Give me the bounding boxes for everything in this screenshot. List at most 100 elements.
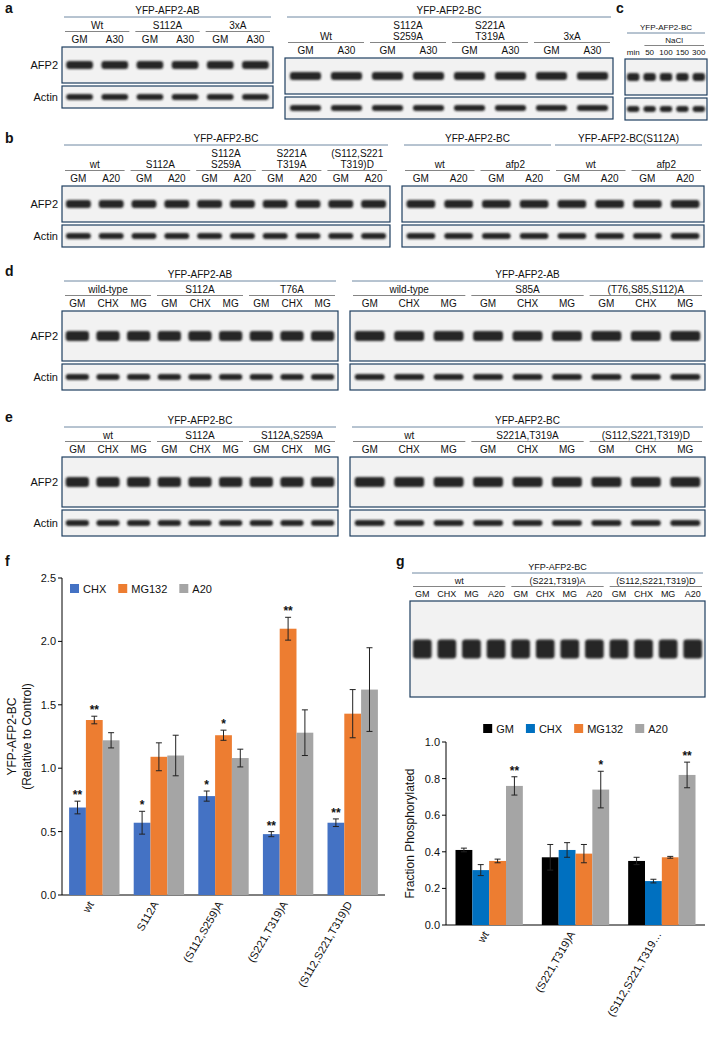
- band: [434, 477, 464, 487]
- y-tick-label: 0.0: [41, 889, 56, 901]
- error-bar: [91, 716, 97, 724]
- lane-label: A20: [488, 589, 504, 599]
- error-cap: [268, 836, 274, 837]
- band: [290, 72, 321, 80]
- band: [671, 200, 700, 208]
- bar: [662, 857, 679, 925]
- lane-label: CHX: [97, 298, 118, 309]
- bar: [296, 733, 313, 895]
- error-stem: [223, 730, 224, 740]
- group-rule: [288, 42, 364, 43]
- group-label: (S112,S221: [331, 148, 384, 159]
- lane-label: GM: [70, 173, 86, 184]
- error-stem: [206, 791, 207, 801]
- band: [627, 73, 639, 81]
- error-cap: [204, 801, 210, 802]
- band: [263, 200, 288, 208]
- group-rule: [131, 170, 191, 171]
- band: [634, 639, 653, 658]
- band: [197, 200, 222, 208]
- error-stem: [77, 801, 78, 814]
- lane-label: MG: [223, 298, 239, 309]
- bar: [559, 850, 576, 925]
- band: [355, 520, 385, 526]
- legend-swatch: [526, 724, 535, 733]
- bar: [103, 740, 120, 895]
- error-cap: [650, 879, 656, 880]
- band: [536, 639, 555, 658]
- legend-label: A20: [648, 723, 668, 735]
- band: [473, 374, 503, 380]
- band: [513, 374, 543, 380]
- band: [96, 374, 119, 380]
- band: [631, 477, 661, 487]
- error-bar: [684, 762, 690, 788]
- legend-swatch: [574, 724, 583, 733]
- legend-label: MG132: [131, 583, 167, 595]
- group-rule: [471, 441, 583, 442]
- band: [495, 105, 526, 111]
- band: [137, 94, 164, 100]
- blot-frame: [402, 186, 704, 222]
- band: [311, 331, 334, 341]
- bar: [576, 854, 593, 925]
- lane-label: MG: [559, 298, 575, 309]
- y-tick: [442, 851, 446, 852]
- lane-label: GM: [72, 34, 88, 45]
- band: [331, 72, 362, 80]
- significance: **: [283, 604, 293, 618]
- error-bar: [156, 743, 162, 771]
- error-stem: [335, 819, 336, 827]
- group-rule: [370, 42, 446, 43]
- error-cap: [667, 858, 673, 859]
- band: [250, 520, 273, 526]
- band: [355, 374, 385, 380]
- lane-label: GM: [415, 589, 430, 599]
- group-label: S221A: [475, 20, 505, 31]
- band: [536, 72, 567, 80]
- lane-label: GM: [362, 444, 378, 455]
- bar: [506, 786, 523, 925]
- error-cap: [285, 640, 291, 641]
- group-label: wt: [89, 159, 100, 170]
- row-label: AFP2: [30, 198, 58, 210]
- legend-swatch: [179, 584, 188, 593]
- band: [242, 94, 269, 100]
- lane-label: GM: [267, 173, 283, 184]
- band: [676, 106, 688, 112]
- group-rule: [65, 170, 125, 171]
- error-stem: [550, 844, 551, 870]
- band: [434, 520, 464, 526]
- lane-label: min: [627, 48, 640, 57]
- error-bar: [564, 843, 570, 858]
- y-tick-label: 1.5: [41, 699, 56, 711]
- band: [552, 331, 582, 341]
- group-label: NaCl: [665, 36, 683, 45]
- x-tick-label: S112A: [134, 898, 161, 932]
- band: [96, 520, 119, 526]
- error-cap: [634, 864, 640, 865]
- significance: **: [73, 788, 83, 802]
- y-axis-title: YFP-AFP2-BC: [5, 697, 19, 775]
- lane-label: MG: [315, 444, 331, 455]
- group-rule: [157, 441, 243, 442]
- lane-label: A30: [247, 34, 265, 45]
- band: [595, 200, 624, 208]
- band: [394, 520, 424, 526]
- group-rule: [65, 31, 129, 32]
- band: [627, 106, 639, 112]
- group-label: S112A: [185, 430, 215, 441]
- lane-label: GM: [69, 298, 85, 309]
- error-bar: [547, 844, 553, 870]
- blot-frame: [410, 601, 705, 697]
- lane-label: GM: [161, 298, 177, 309]
- band: [444, 200, 473, 208]
- significance: **: [682, 749, 692, 763]
- group-rule: [610, 586, 702, 587]
- band: [454, 105, 485, 111]
- lane-label: GM: [362, 298, 378, 309]
- band: [552, 374, 582, 380]
- figure: abcdefgGMA30WtGMA30S112AGMA303xAYFP-AFP2…: [0, 0, 711, 1044]
- bar: [151, 757, 168, 895]
- band: [172, 61, 199, 69]
